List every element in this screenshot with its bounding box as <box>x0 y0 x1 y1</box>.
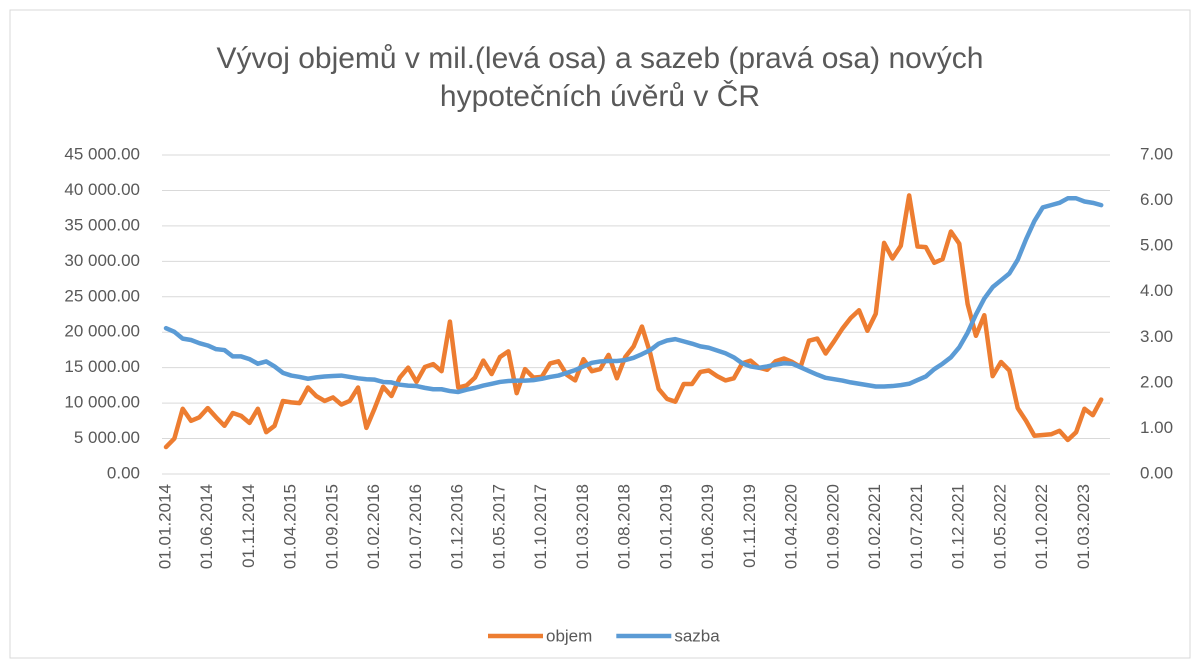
x-tick-label: 01.03.2023 <box>1074 484 1093 569</box>
y2-tick-label: 1.00 <box>1140 418 1173 437</box>
x-tick-label: 01.05.2017 <box>489 484 508 569</box>
x-tick-label: 01.03.2018 <box>573 484 592 569</box>
x-tick-label: 01.09.2020 <box>823 484 842 569</box>
y2-tick-label: 0.00 <box>1140 463 1173 482</box>
x-tick-label: 01.07.2016 <box>406 484 425 569</box>
x-tick-label: 01.04.2020 <box>782 484 801 569</box>
y-tick-label: 15 000.00 <box>64 357 140 376</box>
x-tick-label: 01.06.2019 <box>698 484 717 569</box>
x-tick-label: 01.04.2015 <box>281 484 300 569</box>
x-tick-label: 01.12.2016 <box>448 484 467 569</box>
x-tick-label: 01.12.2021 <box>949 484 968 569</box>
x-tick-label: 01.06.2014 <box>197 484 216 569</box>
y2-tick-label: 2.00 <box>1140 372 1173 391</box>
x-tick-label: 01.05.2022 <box>990 484 1009 569</box>
y2-tick-label: 7.00 <box>1140 144 1173 163</box>
x-tick-label: 01.01.2014 <box>155 484 174 569</box>
y2-tick-label: 3.00 <box>1140 327 1173 346</box>
x-tick-label: 01.11.2014 <box>239 484 258 568</box>
y-tick-label: 25 000.00 <box>64 286 140 305</box>
x-tick-label: 01.08.2018 <box>615 484 634 569</box>
y2-tick-label: 6.00 <box>1140 190 1173 209</box>
x-tick-label: 01.02.2021 <box>865 484 884 569</box>
line-series <box>163 193 1104 450</box>
x-tick-label: 01.10.2017 <box>531 484 550 569</box>
x-tick-label: 01.09.2015 <box>322 484 341 569</box>
y-tick-label: 35 000.00 <box>64 215 140 234</box>
legend-label: objem <box>546 626 592 645</box>
x-tick-label: 01.01.2019 <box>656 484 675 569</box>
y-tick-label: 20 000.00 <box>64 322 140 341</box>
legend-label: sazba <box>674 626 720 645</box>
y-tick-label: 40 000.00 <box>64 180 140 199</box>
x-tick-label: 01.11.2019 <box>740 484 759 568</box>
y2-tick-label: 4.00 <box>1140 281 1173 300</box>
y-tick-label: 45 000.00 <box>64 144 140 163</box>
line-series <box>163 196 1104 395</box>
x-tick-label: 01.07.2021 <box>907 484 926 569</box>
chart-frame <box>9 9 1191 659</box>
y2-tick-label: 5.00 <box>1140 236 1173 255</box>
y-tick-label: 0.00 <box>107 463 140 482</box>
chart-title: Vývoj objemů v mil.(levá osa) a sazeb (p… <box>216 42 984 113</box>
x-tick-label: 01.10.2022 <box>1032 484 1051 569</box>
x-tick-label: 01.02.2016 <box>364 484 383 569</box>
y-tick-label: 30 000.00 <box>64 251 140 270</box>
y-tick-label: 5 000.00 <box>74 428 140 447</box>
y-tick-label: 10 000.00 <box>64 393 140 412</box>
